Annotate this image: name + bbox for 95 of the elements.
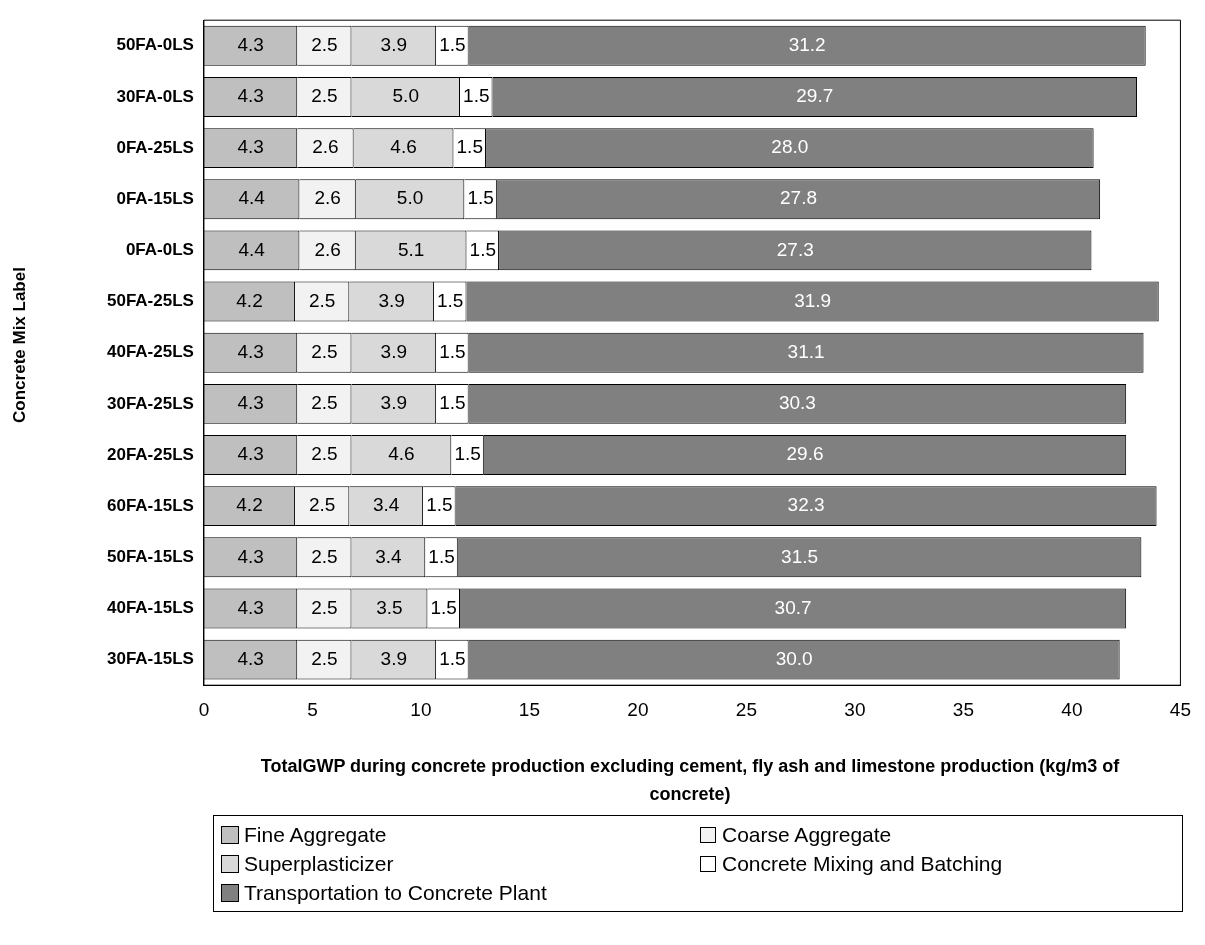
data-label: 27.3: [776, 238, 814, 260]
legend-label: Superplasticizer: [244, 851, 394, 877]
y-tick-label: 0FA-15LS: [116, 188, 194, 208]
y-tick-label: 0FA-0LS: [125, 240, 194, 260]
x-tick-label: 25: [735, 698, 757, 720]
data-label: 31.2: [788, 34, 826, 56]
data-label: 30.3: [778, 392, 816, 414]
data-label: 1.5: [439, 340, 466, 362]
y-tick-label: 40FA-25LS: [106, 342, 194, 362]
y-tick-label: 30FA-0LS: [116, 86, 194, 106]
data-label: 1.5: [428, 545, 455, 567]
y-tick-label: 60FA-15LS: [106, 495, 194, 515]
data-label: 4.3: [237, 545, 264, 567]
data-label: 3.9: [378, 289, 405, 311]
data-label: 4.4: [238, 238, 266, 260]
data-label: 1.5: [456, 136, 483, 158]
data-label: 4.3: [237, 136, 264, 158]
y-tick-label: 50FA-15LS: [106, 547, 194, 566]
data-label: 2.5: [311, 596, 338, 618]
x-axis-title: TotalGWP during concrete production excluding cement, fly ash and limestone production (kg/m3 of concrete): [260, 755, 1120, 806]
x-tick-label: 0: [198, 698, 210, 720]
y-tick-label: 40FA-15LS: [106, 598, 194, 618]
y-tick-label: 30FA-25LS: [106, 393, 194, 413]
data-label: 3.9: [380, 392, 408, 414]
data-label: 1.5: [426, 494, 453, 516]
legend-label: Concrete Mixing and Batching: [722, 851, 1003, 877]
x-tick-label: 35: [952, 698, 974, 720]
legend-label: Fine Aggregate: [244, 822, 387, 848]
data-label: 4.3: [237, 596, 264, 618]
data-label: 2.5: [311, 392, 338, 414]
legend-label: Coarse Aggregate: [722, 822, 892, 848]
y-tick-label: 50FA-0LS: [116, 35, 194, 55]
data-label: 2.5: [311, 443, 338, 465]
data-label: 2.6: [314, 187, 341, 209]
data-label: 3.9: [380, 647, 408, 669]
data-label: 29.6: [786, 443, 824, 465]
data-label: 3.9: [380, 34, 408, 56]
data-label: 31.1: [787, 340, 825, 362]
data-label: 1.5: [463, 85, 490, 107]
x-tick-label: 20: [627, 698, 649, 720]
data-label: 4.3: [237, 85, 264, 107]
data-label: 30.0: [775, 647, 813, 669]
x-tick-label: 45: [1169, 698, 1191, 720]
data-label: 27.8: [780, 187, 817, 209]
legend-label: Transportation to Concrete Plant: [244, 880, 547, 906]
y-tick-label: 0FA-25LS: [116, 137, 194, 157]
data-label: 2.5: [311, 545, 338, 567]
x-tick-label: 10: [410, 698, 432, 720]
data-label: 3.5: [376, 596, 403, 618]
data-label: 2.5: [311, 85, 338, 107]
data-label: 2.5: [311, 647, 338, 669]
data-label: 4.4: [238, 187, 266, 209]
data-label: 4.2: [236, 289, 263, 311]
data-label: 1.5: [437, 289, 464, 311]
data-label: 3.9: [380, 340, 408, 362]
data-label: 2.6: [312, 136, 339, 158]
data-label: 30.7: [774, 596, 812, 618]
data-label: 3.4: [375, 545, 403, 567]
data-label: 2.5: [311, 340, 338, 362]
y-tick-label: 50FA-25LS: [106, 291, 194, 311]
y-tick-label: 30FA-15LS: [106, 649, 194, 669]
data-label: 4.6: [390, 136, 417, 158]
data-label: 4.3: [237, 392, 264, 414]
data-label: 29.7: [796, 85, 834, 107]
data-label: 31.9: [794, 289, 832, 311]
data-label: 4.6: [388, 443, 415, 465]
x-tick-label: 40: [1061, 698, 1083, 720]
data-label: 4.3: [237, 443, 264, 465]
x-tick-label: 5: [307, 698, 318, 720]
data-label: 31.5: [781, 545, 819, 567]
data-label: 28.0: [771, 136, 809, 158]
data-label: 5.1: [397, 238, 425, 260]
data-label: 4.3: [237, 340, 264, 362]
data-label: 1.5: [439, 392, 466, 414]
data-label: 5.0: [396, 187, 424, 209]
data-label: 1.5: [439, 647, 466, 669]
data-label: 5.0: [392, 85, 419, 107]
x-tick-label: 30: [844, 698, 866, 720]
data-label: 4.2: [236, 494, 263, 516]
data-label: 1.5: [439, 34, 466, 56]
data-label: 4.3: [237, 647, 264, 669]
data-label: 2.5: [311, 34, 338, 56]
data-label: 4.3: [237, 34, 264, 56]
data-label: 1.5: [467, 187, 494, 209]
data-label: 3.4: [373, 494, 400, 516]
data-label: 2.5: [308, 494, 336, 516]
data-label: 32.3: [787, 494, 825, 516]
y-tick-label: 20FA-25LS: [106, 444, 194, 464]
data-label: 1.5: [454, 443, 481, 465]
data-label: 1.5: [469, 238, 496, 260]
x-tick-label: 15: [518, 698, 540, 720]
y-axis-title: Concrete Mix Label: [10, 266, 30, 425]
data-label: 2.5: [308, 289, 336, 311]
data-label: 1.5: [430, 596, 457, 618]
data-label: 2.6: [314, 238, 341, 260]
